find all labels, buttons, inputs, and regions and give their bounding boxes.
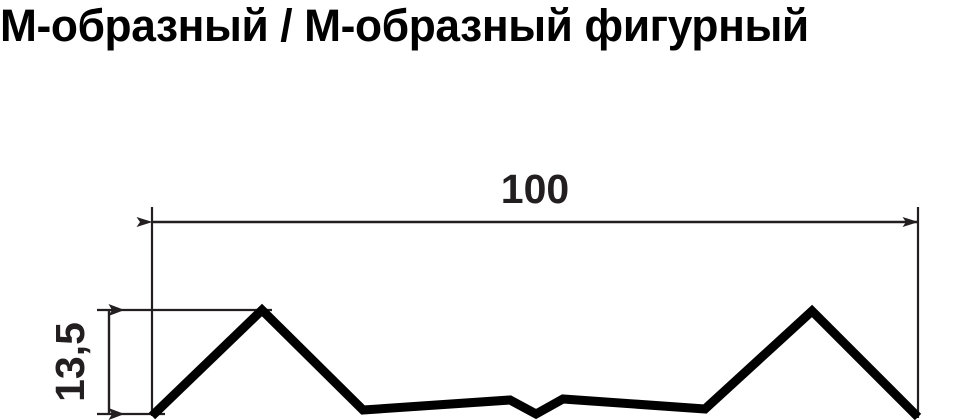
dimension-label-width: 100 <box>501 166 569 212</box>
profile-outline <box>148 303 922 420</box>
page-title: М-образный / М-образный фигурный <box>0 0 809 51</box>
dimension-label-height: 13,5 <box>47 322 93 402</box>
